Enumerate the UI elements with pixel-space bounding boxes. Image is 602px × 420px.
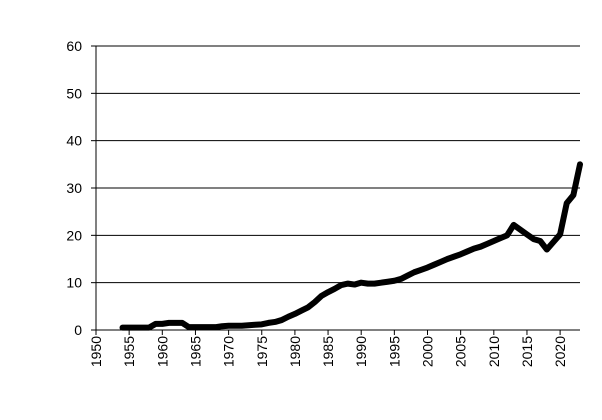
x-tick-label: 1985 — [320, 336, 336, 367]
x-tick-label: 2010 — [486, 336, 502, 367]
series-line — [119, 161, 583, 331]
y-tick-label: 10 — [66, 275, 82, 291]
x-tick-label: 2000 — [420, 336, 436, 367]
x-tick-label: 2015 — [519, 336, 535, 367]
x-tick-label: 1950 — [88, 336, 104, 367]
y-tick-label: 50 — [66, 85, 82, 101]
x-tick-label: 1990 — [353, 336, 369, 367]
x-tick-labels: 1950 1955 1960 1965 1970 1975 1980 1985 1990 1995… — [88, 330, 568, 367]
x-tick-label: 2020 — [552, 336, 568, 367]
y-tick-labels: 0 10 20 30 40 50 60 — [66, 38, 96, 338]
x-tick-label: 1980 — [287, 336, 303, 367]
x-tick-label: 1955 — [121, 336, 137, 367]
y-tick-label: 20 — [66, 227, 82, 243]
series-layer — [119, 161, 583, 331]
x-tick-label: 1975 — [254, 336, 270, 367]
y-tick-label: 40 — [66, 133, 82, 149]
x-tick-label: 1965 — [187, 336, 203, 367]
x-tick-label: 2005 — [453, 336, 469, 367]
grid-lines — [96, 45, 580, 284]
y-tick-label: 0 — [74, 322, 82, 338]
x-tick-label: 1970 — [221, 336, 237, 367]
x-tick-label: 1995 — [386, 336, 402, 367]
y-tick-label: 60 — [66, 38, 82, 54]
x-tick-label: 1960 — [154, 336, 170, 367]
y-tick-label: 30 — [66, 180, 82, 196]
